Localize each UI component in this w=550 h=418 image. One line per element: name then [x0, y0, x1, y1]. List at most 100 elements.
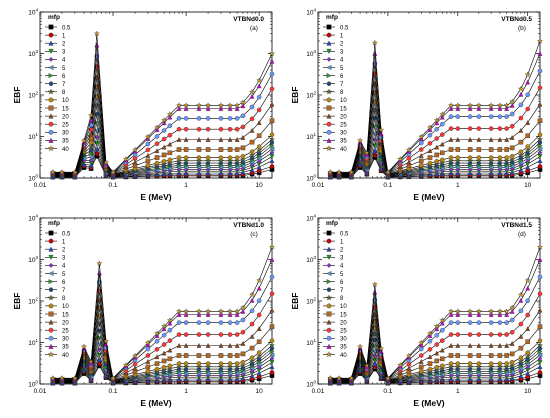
data-point	[248, 291, 256, 298]
data-point	[467, 155, 473, 160]
data-point	[537, 352, 543, 358]
data-point	[406, 365, 412, 371]
x-tick-label: 0.1	[383, 388, 392, 395]
y-tick-label: 101	[306, 132, 316, 141]
data-point	[418, 364, 424, 370]
data-point	[509, 308, 515, 314]
data-point	[88, 148, 94, 153]
y-tick-label: 102	[306, 91, 316, 100]
data-point	[154, 333, 160, 339]
data-point	[88, 151, 94, 157]
data-point	[154, 155, 160, 160]
data-point	[397, 155, 404, 162]
legend-label: 1	[62, 239, 66, 245]
data-point	[205, 361, 211, 366]
legend-marker	[48, 32, 54, 38]
data-point	[256, 120, 262, 125]
data-point	[196, 126, 202, 132]
data-point	[509, 153, 515, 159]
data-point	[234, 320, 240, 325]
data-point	[176, 353, 182, 358]
data-point	[176, 116, 182, 121]
data-point	[509, 362, 516, 369]
data-point	[496, 363, 503, 370]
data-point	[476, 311, 482, 317]
data-point	[372, 289, 378, 295]
data-point	[240, 145, 246, 151]
legend-marker	[48, 81, 54, 86]
y-axis-label: EBF	[290, 87, 300, 104]
data-point	[183, 147, 189, 152]
data-point	[217, 308, 225, 314]
data-point	[109, 374, 117, 381]
data-point	[176, 155, 182, 160]
legend-title: mfp	[48, 220, 60, 227]
legend-label: 40	[62, 353, 69, 359]
data-point	[488, 126, 494, 131]
data-point	[240, 134, 246, 140]
data-point	[96, 260, 103, 267]
data-point	[167, 132, 173, 138]
legend-label: 4	[62, 264, 66, 270]
data-point	[161, 332, 167, 338]
data-point	[497, 155, 503, 160]
data-point	[88, 157, 94, 163]
legend-label: 0.5	[340, 231, 349, 237]
data-point	[249, 149, 255, 155]
data-point	[161, 326, 167, 332]
data-point	[439, 338, 445, 343]
legend-marker	[326, 56, 332, 62]
data-point	[256, 144, 262, 149]
data-point	[517, 85, 524, 92]
data-point	[167, 320, 173, 326]
data-point	[434, 152, 440, 158]
data-point	[518, 102, 524, 108]
data-point	[195, 157, 203, 164]
data-point	[488, 102, 495, 108]
data-point	[509, 98, 516, 105]
data-point	[455, 147, 461, 152]
y-tick-label: 104	[306, 214, 316, 223]
legend-label: 7	[340, 288, 344, 294]
data-point	[132, 365, 138, 371]
legend-label: 30	[340, 337, 347, 343]
data-point	[153, 124, 161, 131]
data-point	[372, 318, 378, 324]
legend-label: 5	[340, 66, 344, 72]
x-axis-label: E (MeV)	[140, 192, 171, 202]
data-point	[467, 353, 473, 358]
legend-marker	[326, 238, 332, 244]
data-point	[467, 114, 473, 119]
data-point	[205, 116, 211, 121]
data-point	[467, 342, 473, 348]
data-point	[87, 358, 95, 365]
data-point	[88, 131, 94, 137]
data-point	[249, 366, 255, 372]
data-point	[448, 136, 454, 142]
data-point	[227, 147, 233, 152]
data-point	[525, 364, 531, 370]
legend-label: 10	[340, 304, 347, 310]
data-point	[217, 157, 225, 164]
data-point	[239, 99, 247, 106]
data-point	[503, 363, 510, 370]
data-point	[249, 355, 255, 361]
data-point	[145, 346, 151, 352]
data-point	[509, 123, 515, 129]
legend-label: 20	[340, 114, 347, 120]
legend-label: 4	[62, 58, 66, 64]
data-point	[123, 370, 129, 376]
legend-label: 30	[62, 131, 69, 137]
data-point	[234, 147, 240, 152]
x-tick-label: 10	[256, 388, 264, 395]
data-point	[454, 308, 461, 314]
data-point	[249, 139, 255, 145]
data-point	[240, 308, 246, 314]
data-point	[161, 358, 167, 364]
data-point	[433, 117, 440, 123]
data-point	[467, 102, 474, 108]
data-point	[269, 86, 275, 92]
legend-label: 1	[340, 33, 344, 39]
x-axis-label: E (MeV)	[413, 398, 444, 408]
data-point	[227, 342, 233, 348]
